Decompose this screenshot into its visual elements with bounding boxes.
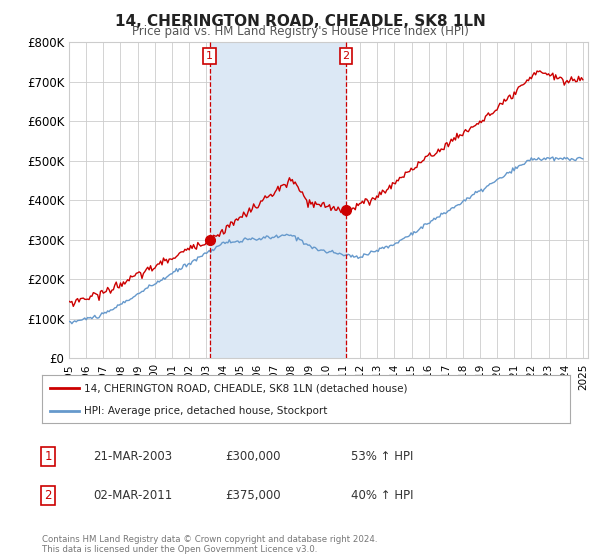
Text: 53% ↑ HPI: 53% ↑ HPI: [351, 450, 413, 463]
Text: 40% ↑ HPI: 40% ↑ HPI: [351, 489, 413, 502]
Text: £300,000: £300,000: [225, 450, 281, 463]
Text: Contains HM Land Registry data © Crown copyright and database right 2024.
This d: Contains HM Land Registry data © Crown c…: [42, 535, 377, 554]
Text: 21-MAR-2003: 21-MAR-2003: [93, 450, 172, 463]
Text: 14, CHERINGTON ROAD, CHEADLE, SK8 1LN (detached house): 14, CHERINGTON ROAD, CHEADLE, SK8 1LN (d…: [84, 383, 408, 393]
Text: 1: 1: [206, 51, 213, 61]
Text: £375,000: £375,000: [225, 489, 281, 502]
Bar: [209, 42, 346, 358]
Text: HPI: Average price, detached house, Stockport: HPI: Average price, detached house, Stoc…: [84, 406, 328, 416]
Text: Price paid vs. HM Land Registry's House Price Index (HPI): Price paid vs. HM Land Registry's House …: [131, 25, 469, 38]
Text: 2: 2: [343, 51, 350, 61]
Text: 2: 2: [44, 489, 52, 502]
Text: 14, CHERINGTON ROAD, CHEADLE, SK8 1LN: 14, CHERINGTON ROAD, CHEADLE, SK8 1LN: [115, 14, 485, 29]
Text: 1: 1: [44, 450, 52, 463]
Text: 02-MAR-2011: 02-MAR-2011: [93, 489, 172, 502]
